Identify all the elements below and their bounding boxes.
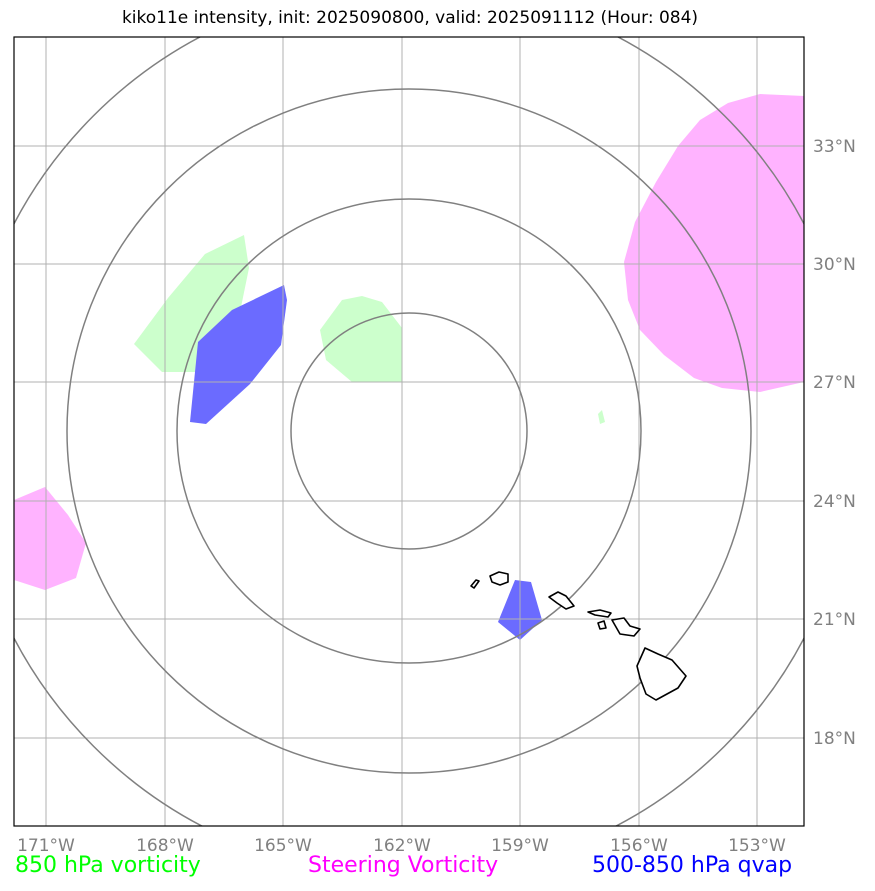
island-hawaii [636, 647, 687, 701]
island-kauai [489, 571, 509, 586]
vorticity-850-area-central [320, 296, 402, 382]
lon-tick-label: 156°W [610, 836, 668, 856]
lon-tick-label: 153°W [728, 836, 786, 856]
island-lanai [597, 620, 607, 630]
latitude-ticks: 33°N 30°N 27°N 24°N 21°N 18°N [813, 137, 856, 749]
lon-tick-label: 159°W [491, 836, 549, 856]
lat-tick-label: 21°N [813, 610, 856, 630]
lat-tick-label: 27°N [813, 373, 856, 393]
legend-850-vorticity: 850 hPa vorticity [15, 853, 201, 878]
lat-tick-label: 24°N [813, 492, 856, 512]
island-maui [611, 617, 641, 637]
island-niihau [470, 579, 480, 589]
map-title: kiko11e intensity, init: 2025090800, val… [121, 8, 699, 28]
lat-tick-label: 30°N [813, 255, 856, 275]
island-oahu [548, 591, 575, 610]
graticule [14, 37, 804, 826]
steering-vorticity-area-east [624, 94, 804, 392]
range-rings [14, 37, 804, 826]
lat-tick-label: 33°N [813, 137, 856, 157]
lon-tick-label: 168°W [136, 836, 194, 856]
coastline [470, 571, 687, 701]
lat-tick-label: 18°N [813, 729, 856, 749]
map-frame [13, 36, 805, 827]
island-molokai [587, 609, 612, 618]
lon-tick-label: 165°W [254, 836, 312, 856]
qvap-area-north [190, 285, 287, 424]
legend-qvap: 500-850 hPa qvap [592, 853, 793, 878]
steering-vorticity-area-west [14, 487, 86, 590]
lon-tick-label: 162°W [373, 836, 431, 856]
legend-steering-vorticity: Steering Vorticity [308, 853, 499, 878]
vorticity-850-area-small [598, 410, 605, 424]
lon-tick-label: 171°W [17, 836, 75, 856]
longitude-ticks: 171°W 168°W 165°W 162°W 159°W 156°W 153°… [17, 836, 786, 856]
